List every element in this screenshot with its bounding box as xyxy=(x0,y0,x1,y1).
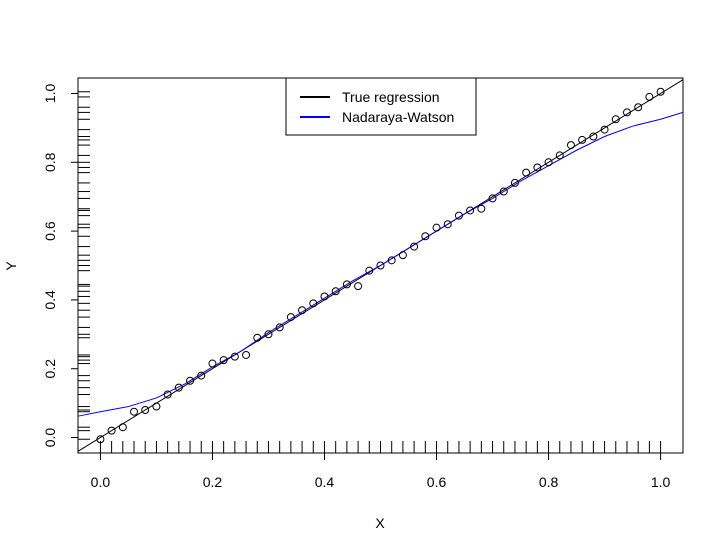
data-point xyxy=(387,256,396,265)
data-point xyxy=(421,232,430,241)
y-rug xyxy=(78,91,90,440)
data-point xyxy=(410,242,419,251)
data-point xyxy=(510,178,519,187)
legend-box xyxy=(285,77,477,136)
y-tick-label: 1.0 xyxy=(42,84,58,104)
data-point xyxy=(197,371,206,380)
x-tick-label: 0.0 xyxy=(91,474,111,490)
data-point xyxy=(253,333,262,342)
data-point xyxy=(578,135,587,144)
data-point xyxy=(555,151,564,160)
x-axis: 0.0 0.2 0.4 0.6 0.8 1.0 xyxy=(91,452,671,490)
data-point xyxy=(342,280,351,289)
data-point xyxy=(622,108,631,117)
data-points xyxy=(96,87,665,444)
data-point xyxy=(488,194,497,203)
data-point xyxy=(141,405,150,414)
data-point xyxy=(645,92,654,101)
data-point xyxy=(186,376,195,385)
data-point xyxy=(118,423,127,432)
data-point xyxy=(219,356,228,365)
data-point xyxy=(454,211,463,220)
x-tick-label: 1.0 xyxy=(651,474,671,490)
x-tick-label: 0.6 xyxy=(427,474,447,490)
data-point xyxy=(320,292,329,301)
data-point xyxy=(163,390,172,399)
data-point xyxy=(466,206,475,215)
y-axis-title: Y xyxy=(3,261,19,271)
y-tick-label: 0.2 xyxy=(42,359,58,379)
data-point xyxy=(634,103,643,112)
x-tick-label: 0.2 xyxy=(203,474,223,490)
data-point xyxy=(354,282,363,291)
y-tick-label: 0.6 xyxy=(42,221,58,241)
data-point xyxy=(432,223,441,232)
data-point xyxy=(107,426,116,435)
data-point xyxy=(533,163,542,172)
y-tick-label: 0.0 xyxy=(42,428,58,448)
data-point xyxy=(544,158,553,167)
data-point xyxy=(331,287,340,296)
data-point xyxy=(398,251,407,260)
data-point xyxy=(611,115,620,124)
data-point xyxy=(96,435,105,444)
series-line-nadaraya-watson xyxy=(77,111,684,417)
data-point xyxy=(522,168,531,177)
data-point xyxy=(230,352,239,361)
data-point xyxy=(208,359,217,368)
data-point xyxy=(566,141,575,150)
data-point xyxy=(286,313,295,322)
data-point xyxy=(242,350,251,359)
legend: True regression Nadaraya-Watson xyxy=(285,77,477,136)
data-point xyxy=(130,407,139,416)
data-point xyxy=(174,383,183,392)
data-point xyxy=(656,87,665,96)
y-tick-label: 0.4 xyxy=(42,290,58,310)
data-point xyxy=(309,299,318,308)
data-point xyxy=(589,132,598,141)
data-point xyxy=(298,306,307,315)
data-point xyxy=(499,187,508,196)
y-axis: 0.0 0.2 0.4 0.6 0.8 1.0 xyxy=(42,84,79,448)
data-point xyxy=(600,125,609,134)
data-point xyxy=(264,330,273,339)
data-point xyxy=(152,402,161,411)
x-rug xyxy=(99,441,662,453)
x-axis-title: X xyxy=(375,515,385,531)
data-point xyxy=(275,323,284,332)
data-point xyxy=(376,261,385,270)
data-point xyxy=(477,204,486,213)
data-point xyxy=(365,266,374,275)
legend-label-true-regression: True regression xyxy=(342,89,440,105)
data-point xyxy=(443,220,452,229)
y-tick-label: 0.8 xyxy=(42,152,58,172)
x-tick-label: 0.8 xyxy=(539,474,559,490)
x-tick-label: 0.4 xyxy=(315,474,335,490)
legend-label-nadaraya-watson: Nadaraya-Watson xyxy=(342,109,454,125)
